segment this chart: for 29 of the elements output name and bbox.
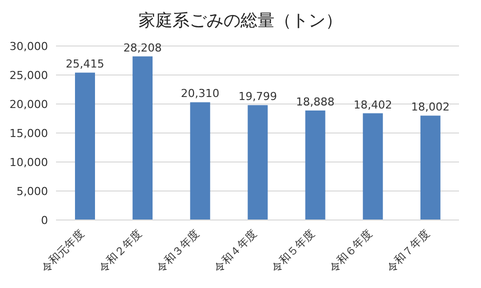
y-tick-label: 20,000 <box>10 98 48 111</box>
data-label: 18,888 <box>296 95 335 108</box>
x-tick-label: 令和２年度 <box>96 226 144 276</box>
bar <box>362 113 383 220</box>
data-label: 19,799 <box>238 90 277 104</box>
data-label: 28,208 <box>123 41 162 54</box>
data-label: 18,002 <box>411 100 450 114</box>
data-label: 20,310 <box>180 87 220 100</box>
y-tick-label: 5,000 <box>16 184 48 198</box>
x-tick-label: 令和６年度 <box>326 226 375 276</box>
x-tick-label: 令和５年度 <box>269 226 318 276</box>
bar <box>305 110 326 220</box>
y-tick-label: 0 <box>41 214 48 227</box>
bar <box>75 72 95 220</box>
y-tick-label: 15,000 <box>10 126 48 140</box>
bar <box>420 116 440 220</box>
data-label: 25,415 <box>66 58 104 71</box>
x-tick-label: 令和３年度 <box>154 226 202 276</box>
x-tick-label: 令和元年度 <box>38 226 87 276</box>
bar <box>248 105 268 220</box>
y-tick-label: 10,000 <box>10 156 48 169</box>
x-tick-label: 令和７年度 <box>384 226 432 276</box>
y-tick-label: 30,000 <box>10 40 48 53</box>
data-label: 18,402 <box>354 98 392 112</box>
x-tick-label: 令和４年度 <box>212 226 260 276</box>
chart-title: 家庭系ごみの総量（トン） <box>138 10 344 33</box>
bar <box>132 56 153 220</box>
bar <box>190 102 210 220</box>
y-tick-label: 25,000 <box>10 68 48 82</box>
